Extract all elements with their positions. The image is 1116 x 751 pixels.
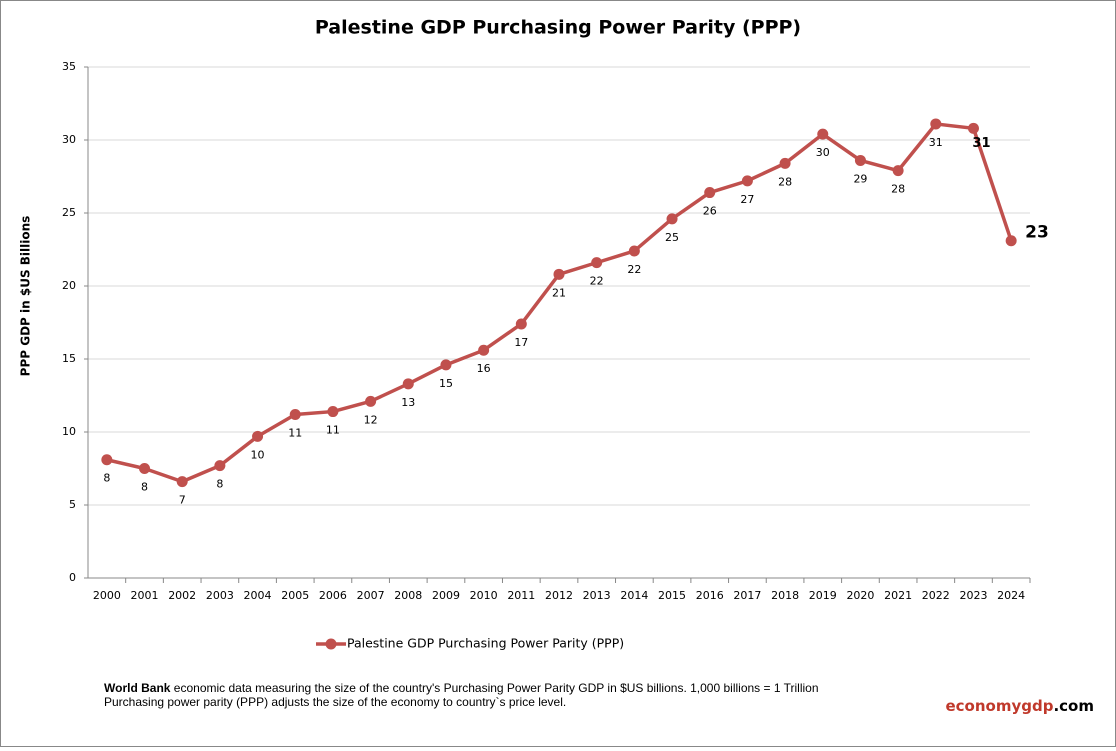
footnote: Purchasing power parity (PPP) adjusts th… <box>104 695 566 709</box>
legend-marker <box>325 638 337 650</box>
x-tick-label: 2000 <box>93 589 121 602</box>
data-label: 8 <box>103 472 110 485</box>
data-label: 28 <box>891 183 905 196</box>
brand: economygdp.com <box>945 697 1094 715</box>
data-point <box>101 454 113 466</box>
data-point <box>176 476 188 488</box>
data-label: 16 <box>477 362 491 375</box>
x-tick-label: 2023 <box>959 589 987 602</box>
data-label: 8 <box>141 481 148 494</box>
brand-suffix: .com <box>1053 697 1094 715</box>
x-tick-label: 2002 <box>168 589 196 602</box>
data-point <box>440 359 452 371</box>
data-label: 21 <box>552 286 566 299</box>
data-point <box>553 268 565 280</box>
data-label: 25 <box>665 231 679 244</box>
data-point <box>779 157 791 169</box>
y-tick-label: 35 <box>62 60 76 73</box>
x-tick-label: 2015 <box>658 589 686 602</box>
x-tick-label: 2003 <box>206 589 234 602</box>
data-point <box>478 344 490 356</box>
data-point <box>741 175 753 187</box>
x-tick-label: 2014 <box>620 589 648 602</box>
data-point <box>704 187 716 199</box>
data-label: 22 <box>590 275 604 288</box>
y-tick-label: 15 <box>62 352 76 365</box>
data-label: 22 <box>627 263 641 276</box>
data-label: 17 <box>514 336 528 349</box>
data-label: 23 <box>1025 223 1049 243</box>
data-label: 15 <box>439 377 453 390</box>
x-tick-label: 2022 <box>922 589 950 602</box>
x-tick-label: 2005 <box>281 589 309 602</box>
y-tick-label: 25 <box>62 206 76 219</box>
x-tick-label: 2017 <box>733 589 761 602</box>
data-label: 29 <box>853 172 867 185</box>
data-label: 13 <box>401 396 415 409</box>
data-point <box>1005 235 1017 247</box>
data-point <box>327 406 339 418</box>
y-tick-label: 30 <box>62 133 76 146</box>
x-tick-label: 2004 <box>244 589 272 602</box>
footnote-text: economic data measuring the size of the … <box>174 681 819 695</box>
data-label: 31 <box>972 136 990 151</box>
x-tick-label: 2020 <box>846 589 874 602</box>
data-label: 12 <box>364 413 378 426</box>
y-axis-label: PPP GDP in $US Billions <box>19 216 33 377</box>
x-tick-label: 2008 <box>394 589 422 602</box>
data-point <box>930 118 942 130</box>
data-point <box>365 395 377 407</box>
x-tick-label: 2011 <box>507 589 535 602</box>
x-tick-label: 2024 <box>997 589 1025 602</box>
y-tick-label: 0 <box>69 571 76 584</box>
data-label: 10 <box>251 448 265 461</box>
data-point <box>854 154 866 166</box>
footnote: World Bank economic data measuring the s… <box>104 681 819 695</box>
data-label: 30 <box>816 146 830 159</box>
y-tick-label: 20 <box>62 279 76 292</box>
x-tick-label: 2019 <box>809 589 837 602</box>
data-point <box>139 463 151 474</box>
data-label: 26 <box>703 205 717 218</box>
y-tick-label: 5 <box>69 498 76 511</box>
x-tick-label: 2009 <box>432 589 460 602</box>
x-tick-label: 2018 <box>771 589 799 602</box>
y-tick-label: 10 <box>62 425 76 438</box>
footnote-source: World Bank <box>104 681 171 695</box>
data-point <box>817 128 829 140</box>
data-label: 28 <box>778 175 792 188</box>
data-point <box>892 165 904 177</box>
x-tick-label: 2001 <box>131 589 159 602</box>
x-tick-label: 2016 <box>696 589 724 602</box>
data-label: 7 <box>179 494 186 507</box>
x-tick-label: 2021 <box>884 589 912 602</box>
data-label: 8 <box>216 478 223 491</box>
data-label: 27 <box>740 193 754 206</box>
data-point <box>515 318 527 330</box>
data-label: 11 <box>326 424 340 437</box>
data-point <box>252 430 264 442</box>
brand-name: economygdp <box>945 697 1053 715</box>
x-tick-label: 2010 <box>470 589 498 602</box>
data-point <box>289 408 301 420</box>
data-point <box>628 245 640 257</box>
data-label: 31 <box>929 136 943 149</box>
chart-title: Palestine GDP Purchasing Power Parity (P… <box>315 17 801 39</box>
data-point <box>402 378 414 390</box>
data-point <box>666 213 678 225</box>
legend-label: Palestine GDP Purchasing Power Parity (P… <box>347 636 624 651</box>
x-tick-label: 2007 <box>357 589 385 602</box>
data-point <box>214 460 226 472</box>
x-tick-label: 2006 <box>319 589 347 602</box>
x-tick-label: 2012 <box>545 589 573 602</box>
data-label: 11 <box>288 426 302 439</box>
data-point <box>591 257 603 269</box>
x-tick-label: 2013 <box>583 589 611 602</box>
data-point <box>967 122 979 134</box>
